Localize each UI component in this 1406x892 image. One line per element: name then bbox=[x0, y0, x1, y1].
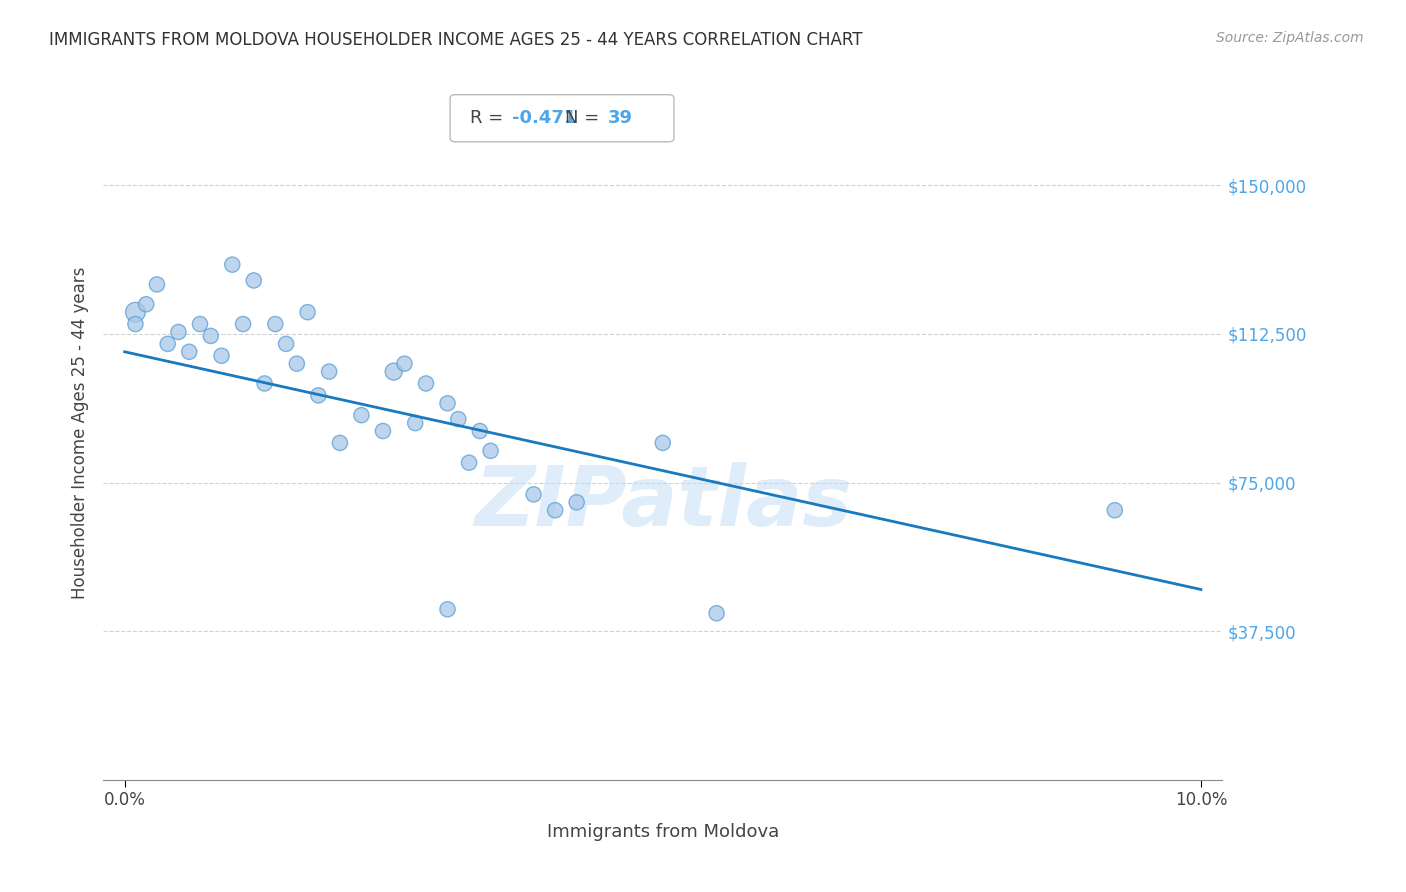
Point bbox=[706, 606, 728, 620]
Point bbox=[156, 336, 179, 351]
Point bbox=[221, 258, 243, 272]
Point bbox=[135, 297, 157, 311]
Point bbox=[371, 424, 394, 438]
Point bbox=[146, 277, 169, 292]
Point bbox=[297, 305, 319, 319]
Point bbox=[436, 602, 458, 616]
Point bbox=[285, 357, 308, 371]
Text: ZIPatlas: ZIPatlas bbox=[474, 462, 852, 543]
Point bbox=[243, 273, 266, 287]
Point bbox=[307, 388, 329, 402]
Point bbox=[200, 329, 222, 343]
Text: N =: N = bbox=[565, 109, 606, 128]
Point bbox=[167, 325, 190, 339]
Point bbox=[124, 317, 146, 331]
Point bbox=[415, 376, 437, 391]
Y-axis label: Householder Income Ages 25 - 44 years: Householder Income Ages 25 - 44 years bbox=[72, 267, 89, 599]
Point bbox=[329, 436, 352, 450]
Point bbox=[544, 503, 567, 517]
Point bbox=[1104, 503, 1126, 517]
Text: Source: ZipAtlas.com: Source: ZipAtlas.com bbox=[1216, 31, 1364, 45]
Point bbox=[447, 412, 470, 426]
Point bbox=[211, 349, 233, 363]
Point bbox=[404, 416, 426, 430]
Point bbox=[458, 456, 481, 470]
Point bbox=[436, 396, 458, 410]
Point bbox=[124, 305, 146, 319]
Point bbox=[479, 443, 502, 458]
Text: IMMIGRANTS FROM MOLDOVA HOUSEHOLDER INCOME AGES 25 - 44 YEARS CORRELATION CHART: IMMIGRANTS FROM MOLDOVA HOUSEHOLDER INCO… bbox=[49, 31, 863, 49]
Point bbox=[232, 317, 254, 331]
Point bbox=[565, 495, 588, 509]
Text: R =: R = bbox=[470, 109, 509, 128]
Point bbox=[523, 487, 546, 501]
Point bbox=[468, 424, 491, 438]
Text: 39: 39 bbox=[607, 109, 633, 128]
Point bbox=[274, 336, 297, 351]
Point bbox=[253, 376, 276, 391]
FancyBboxPatch shape bbox=[450, 95, 673, 142]
Point bbox=[350, 408, 373, 422]
Point bbox=[188, 317, 211, 331]
Point bbox=[179, 344, 201, 359]
Point bbox=[318, 365, 340, 379]
Point bbox=[264, 317, 287, 331]
Point bbox=[382, 365, 405, 379]
Point bbox=[651, 436, 673, 450]
X-axis label: Immigrants from Moldova: Immigrants from Moldova bbox=[547, 823, 779, 841]
Point bbox=[394, 357, 416, 371]
Text: -0.471: -0.471 bbox=[512, 109, 576, 128]
